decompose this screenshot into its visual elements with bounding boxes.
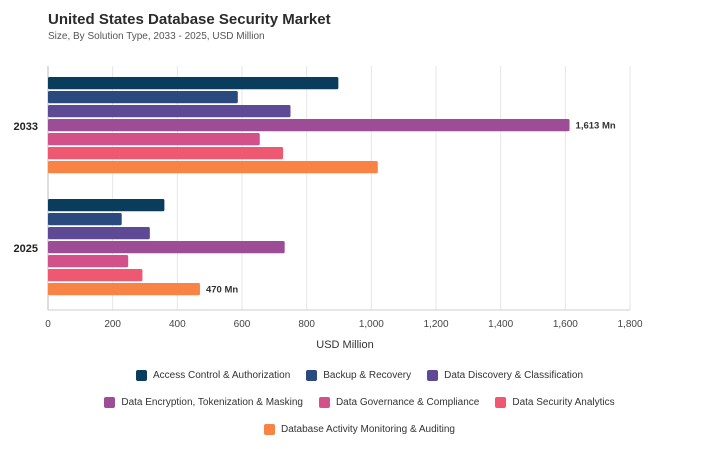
legend-item: Data Encryption, Tokenization & Masking bbox=[104, 397, 303, 408]
legend-label: Data Discovery & Classification bbox=[444, 370, 584, 381]
bar bbox=[48, 213, 122, 226]
data-label: 1,613 Mn bbox=[576, 121, 616, 132]
legend-swatch bbox=[318, 397, 330, 408]
legend-label: Data Encryption, Tokenization & Masking bbox=[121, 397, 303, 408]
x-tick-label: 1,600 bbox=[553, 319, 578, 330]
chart-subtitle: Size, By Solution Type, 2033 - 2025, USD… bbox=[48, 31, 265, 42]
bar bbox=[48, 283, 200, 296]
bar bbox=[48, 199, 165, 212]
legend-swatch bbox=[495, 397, 507, 408]
x-tick-label: 200 bbox=[104, 319, 121, 330]
legend-swatch bbox=[264, 424, 275, 435]
legend-swatch bbox=[135, 370, 147, 381]
bar bbox=[48, 147, 284, 160]
x-tick-label: 800 bbox=[298, 319, 315, 330]
legend-row: Database Activity Monitoring & Auditing bbox=[0, 416, 719, 443]
x-tick-label: 400 bbox=[169, 319, 186, 330]
bar-chart: 0 200 400 600 800 1,000 1,200 1,400 1,600 1,800 US… bbox=[14, 66, 643, 351]
legend-label: Database Activity Monitoring & Auditing bbox=[281, 424, 455, 435]
bar bbox=[48, 255, 129, 268]
legend-swatch bbox=[306, 370, 318, 381]
legend: Access Control & Authorization Backup & R… bbox=[0, 362, 719, 443]
legend-item: Backup & Recovery bbox=[306, 370, 411, 381]
chart-title: United States Database Security Market bbox=[48, 11, 331, 28]
legend-item: Data Discovery & Classification bbox=[427, 370, 583, 381]
x-tick-label: 1,400 bbox=[488, 319, 513, 330]
x-tick-label: 600 bbox=[234, 319, 251, 330]
legend-item: Access Control & Authorization bbox=[135, 370, 291, 381]
bar bbox=[48, 91, 238, 104]
bar bbox=[48, 133, 260, 146]
data-label: 470 Mn bbox=[206, 285, 238, 296]
bar bbox=[48, 77, 339, 90]
category-label: 2025 bbox=[14, 243, 38, 255]
legend-item: Data Governance & Compliance bbox=[318, 397, 480, 408]
x-tick-label: 0 bbox=[45, 319, 51, 330]
bar bbox=[48, 119, 570, 132]
x-tick-label: 1,000 bbox=[359, 319, 384, 330]
legend-label: Access Control & Authorization bbox=[152, 370, 291, 381]
legend-label: Data Governance & Compliance bbox=[335, 397, 480, 408]
bar bbox=[48, 161, 378, 174]
legend-item: Database Activity Monitoring & Auditing bbox=[264, 424, 455, 435]
category-label: 2033 bbox=[14, 121, 38, 133]
x-tick-label: 1,800 bbox=[617, 319, 642, 330]
legend-label: Backup & Recovery bbox=[323, 370, 412, 381]
legend-swatch bbox=[427, 370, 439, 381]
x-tick-label: 1,200 bbox=[423, 319, 448, 330]
legend-label: Data Security Analytics bbox=[512, 397, 615, 408]
bar bbox=[48, 227, 150, 240]
bar bbox=[48, 241, 285, 254]
x-axis-label: USD Million bbox=[316, 339, 373, 351]
bar bbox=[48, 105, 291, 118]
bar bbox=[48, 269, 143, 282]
legend-row: Access Control & Authorization Backup & R… bbox=[0, 362, 719, 389]
legend-row: Data Encryption, Tokenization & Masking D… bbox=[0, 389, 719, 416]
legend-swatch bbox=[104, 397, 116, 408]
legend-item: Data Security Analytics bbox=[495, 397, 615, 408]
